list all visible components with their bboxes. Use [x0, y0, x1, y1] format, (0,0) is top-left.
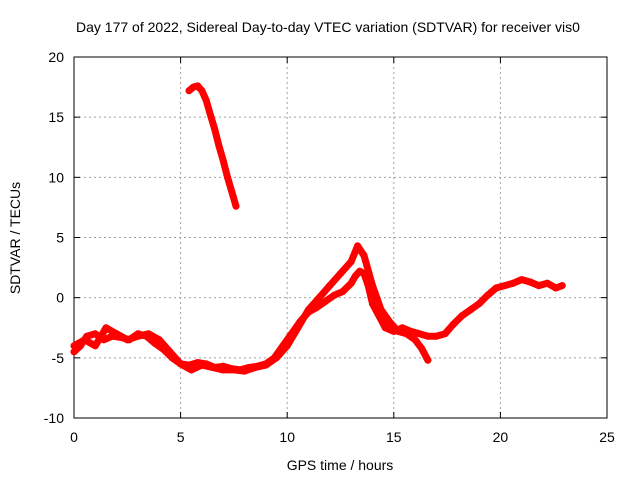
- data-point: [145, 330, 153, 338]
- y-tick-label: 15: [48, 109, 64, 125]
- data-point: [166, 348, 174, 356]
- data-point: [411, 336, 419, 344]
- y-tick-label: 10: [48, 169, 64, 185]
- data-point: [283, 342, 291, 350]
- data-point: [134, 332, 142, 340]
- data-point: [198, 361, 206, 369]
- data-point: [558, 282, 566, 290]
- x-tick-label: 15: [386, 429, 402, 445]
- data-point: [347, 279, 355, 287]
- data-point: [552, 284, 560, 292]
- data-point: [209, 364, 217, 371]
- data-point: [211, 125, 219, 133]
- data-point: [424, 332, 432, 340]
- data-point: [381, 324, 389, 332]
- data-point: [81, 336, 89, 344]
- data-point: [347, 258, 355, 266]
- data-point: [232, 202, 240, 210]
- y-tick-label: 0: [56, 290, 64, 306]
- data-point: [432, 332, 440, 340]
- data-point: [70, 342, 78, 350]
- data-point: [251, 364, 259, 371]
- grid-lines: [74, 57, 607, 418]
- data-point: [351, 272, 359, 280]
- data-point: [450, 320, 457, 328]
- data-point: [418, 344, 425, 352]
- data-point: [187, 366, 195, 374]
- data-point: [198, 87, 206, 95]
- x-tick-label: 10: [279, 429, 295, 445]
- data-point: [403, 330, 411, 338]
- x-tick-label: 5: [177, 429, 185, 445]
- data-point: [475, 300, 483, 308]
- data-point: [224, 173, 231, 181]
- y-tick-label: -5: [52, 350, 65, 366]
- data-point: [215, 142, 223, 150]
- data-point: [70, 348, 78, 356]
- data-point: [467, 306, 475, 314]
- data-point: [339, 288, 347, 296]
- data-point: [394, 327, 402, 335]
- data-point: [337, 270, 344, 278]
- data-point: [458, 312, 466, 320]
- data-point: [322, 297, 330, 305]
- x-axis-label: GPS time / hours: [287, 457, 394, 473]
- data-point: [113, 330, 121, 338]
- x-tick-label: 0: [70, 429, 78, 445]
- data-point: [123, 336, 131, 344]
- data-point: [206, 111, 214, 119]
- data-point: [294, 324, 302, 332]
- data-point: [424, 356, 432, 364]
- data-point: [484, 291, 492, 299]
- y-tick-label: 20: [48, 49, 64, 65]
- data-point: [518, 276, 526, 284]
- data-point: [369, 300, 376, 308]
- data-point: [273, 354, 280, 362]
- data-point: [91, 342, 99, 350]
- y-tick-label: -10: [44, 410, 64, 426]
- data-point: [386, 318, 393, 326]
- data-point: [535, 282, 543, 290]
- data-point: [501, 282, 509, 290]
- data-point: [441, 330, 449, 338]
- data-point: [262, 361, 270, 369]
- data-point: [155, 336, 163, 344]
- data-point: [330, 291, 338, 299]
- data-point: [219, 366, 227, 374]
- data-point: [492, 284, 500, 292]
- axis-ticks: 0 5 10 15 20 25 -10 -5 0 5 10 15 20: [44, 49, 615, 445]
- data-point: [228, 188, 236, 196]
- data-point: [377, 306, 385, 314]
- x-tick-label: 25: [599, 429, 615, 445]
- data-point: [526, 278, 534, 286]
- data-point: [230, 366, 238, 374]
- data-point: [509, 279, 517, 287]
- data-point: [369, 282, 376, 290]
- data-point: [241, 367, 249, 375]
- data-point: [326, 282, 334, 290]
- data-point: [202, 96, 210, 104]
- data-point: [102, 324, 110, 332]
- x-tick-label: 20: [493, 429, 509, 445]
- data-point: [219, 157, 227, 164]
- data-point: [305, 306, 312, 314]
- data-point: [177, 360, 185, 368]
- y-axis-label: SDTVAR / TECUs: [7, 182, 23, 294]
- data-point: [354, 242, 362, 250]
- data-point: [315, 294, 323, 302]
- y-tick-label: 5: [56, 230, 64, 246]
- chart-title: Day 177 of 2022, Sidereal Day-to-day VTE…: [76, 19, 580, 35]
- data-point: [360, 252, 368, 259]
- data-point: [194, 82, 202, 90]
- data-point: [543, 279, 551, 287]
- data-series: [70, 82, 566, 375]
- data-point: [91, 330, 99, 338]
- data-point: [415, 330, 423, 338]
